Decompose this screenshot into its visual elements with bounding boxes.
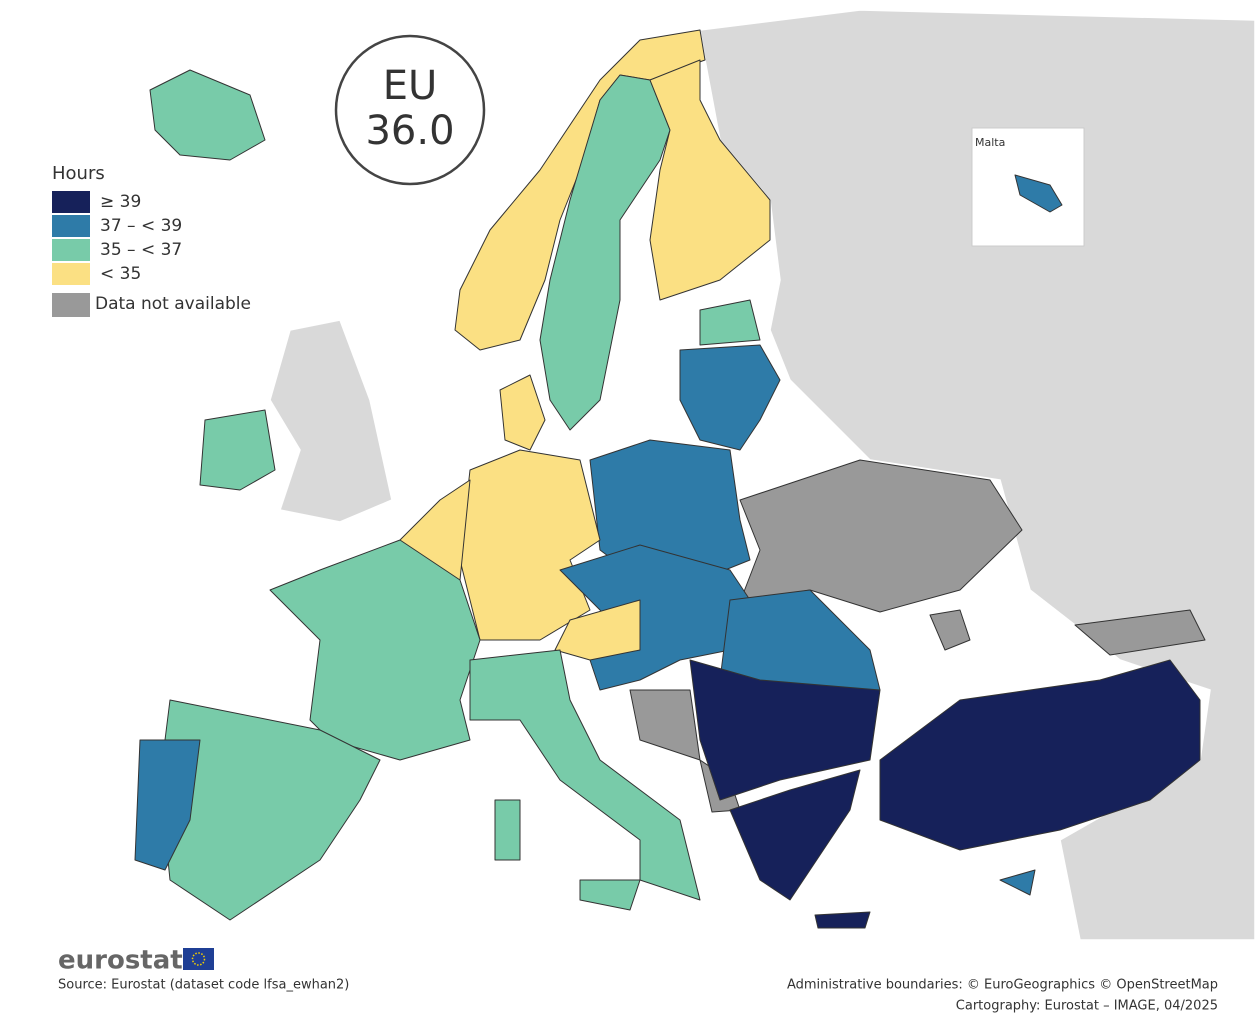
eu-flag [183,948,214,970]
region [629,689,701,761]
credit: Administrative boundaries: © EuroGeograp… [787,978,1218,993]
region [729,769,861,901]
legend-swatch [52,239,90,261]
eu-stars [191,952,206,966]
region [1074,609,1206,656]
region [999,869,1036,896]
region [679,344,781,451]
legend-label: < 35 [100,264,141,284]
badge-label: EU [383,63,438,109]
logo: eurostat [58,946,183,976]
legend-swatch [52,215,90,237]
region [149,69,266,161]
badge-value: 36.0 [365,108,454,154]
inset-region [1014,174,1063,213]
region [649,59,771,301]
region [814,911,871,929]
region [579,879,641,911]
region [739,459,1023,613]
countries [134,29,1206,929]
region [689,659,881,801]
region [134,739,201,871]
legend: Hours ≥ 39 37 – < 39 35 – < 37 < 35 Data not… [52,163,251,317]
region [499,374,546,451]
region [199,409,276,491]
region [539,74,671,431]
source: Source: Eurostat (dataset code lfsa_ewha… [58,978,349,993]
region [699,299,761,346]
region [459,449,601,641]
region [469,649,701,901]
region [554,599,641,661]
badge [334,34,486,186]
inset-label: Malta [975,136,1005,149]
region [494,799,521,861]
legend-swatch [52,191,90,213]
legend-label: 37 – < 39 [100,216,182,236]
region [929,609,971,651]
legend-label: Data not available [95,294,251,314]
region [879,659,1201,851]
legend-swatch [52,293,90,317]
legend-swatch [52,263,90,285]
legend-label: 35 – < 37 [100,240,182,260]
region [269,539,481,761]
legend-label: ≥ 39 [100,192,141,212]
legend-title: Hours [52,163,105,184]
credit: Cartography: Eurostat – IMAGE, 04/2025 [956,999,1218,1014]
